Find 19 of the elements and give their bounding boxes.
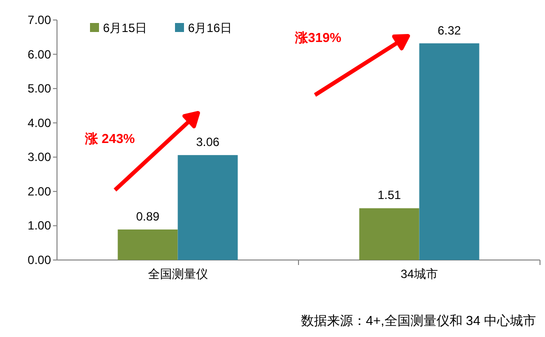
data-label: 1.51	[378, 188, 402, 202]
x-tick-label: 34城市	[400, 267, 438, 281]
legend-label: 6月15日	[103, 21, 148, 35]
y-tick-label: 0.00	[28, 253, 52, 267]
legend-label: 6月16日	[188, 21, 232, 35]
y-tick-label: 2.00	[28, 184, 52, 198]
annotation: 涨319%	[294, 30, 342, 45]
data-label: 0.89	[136, 209, 160, 224]
data-label: 3.06	[196, 135, 220, 150]
y-tick-label: 6.00	[28, 47, 52, 62]
y-tick-label: 4.00	[28, 116, 52, 130]
y-tick-label: 3.00	[28, 150, 52, 164]
data-label: 6.32	[438, 23, 462, 38]
y-tick-label: 5.00	[28, 82, 52, 96]
y-tick-label: 7.00	[28, 13, 52, 27]
x-tick-label: 全国测量仪	[148, 267, 208, 281]
annotation: 涨 243%	[84, 131, 136, 146]
source-note: 数据来源：4+,全国测量仪和 34 中心城市	[300, 313, 536, 328]
y-tick-label: 1.00	[28, 218, 52, 233]
